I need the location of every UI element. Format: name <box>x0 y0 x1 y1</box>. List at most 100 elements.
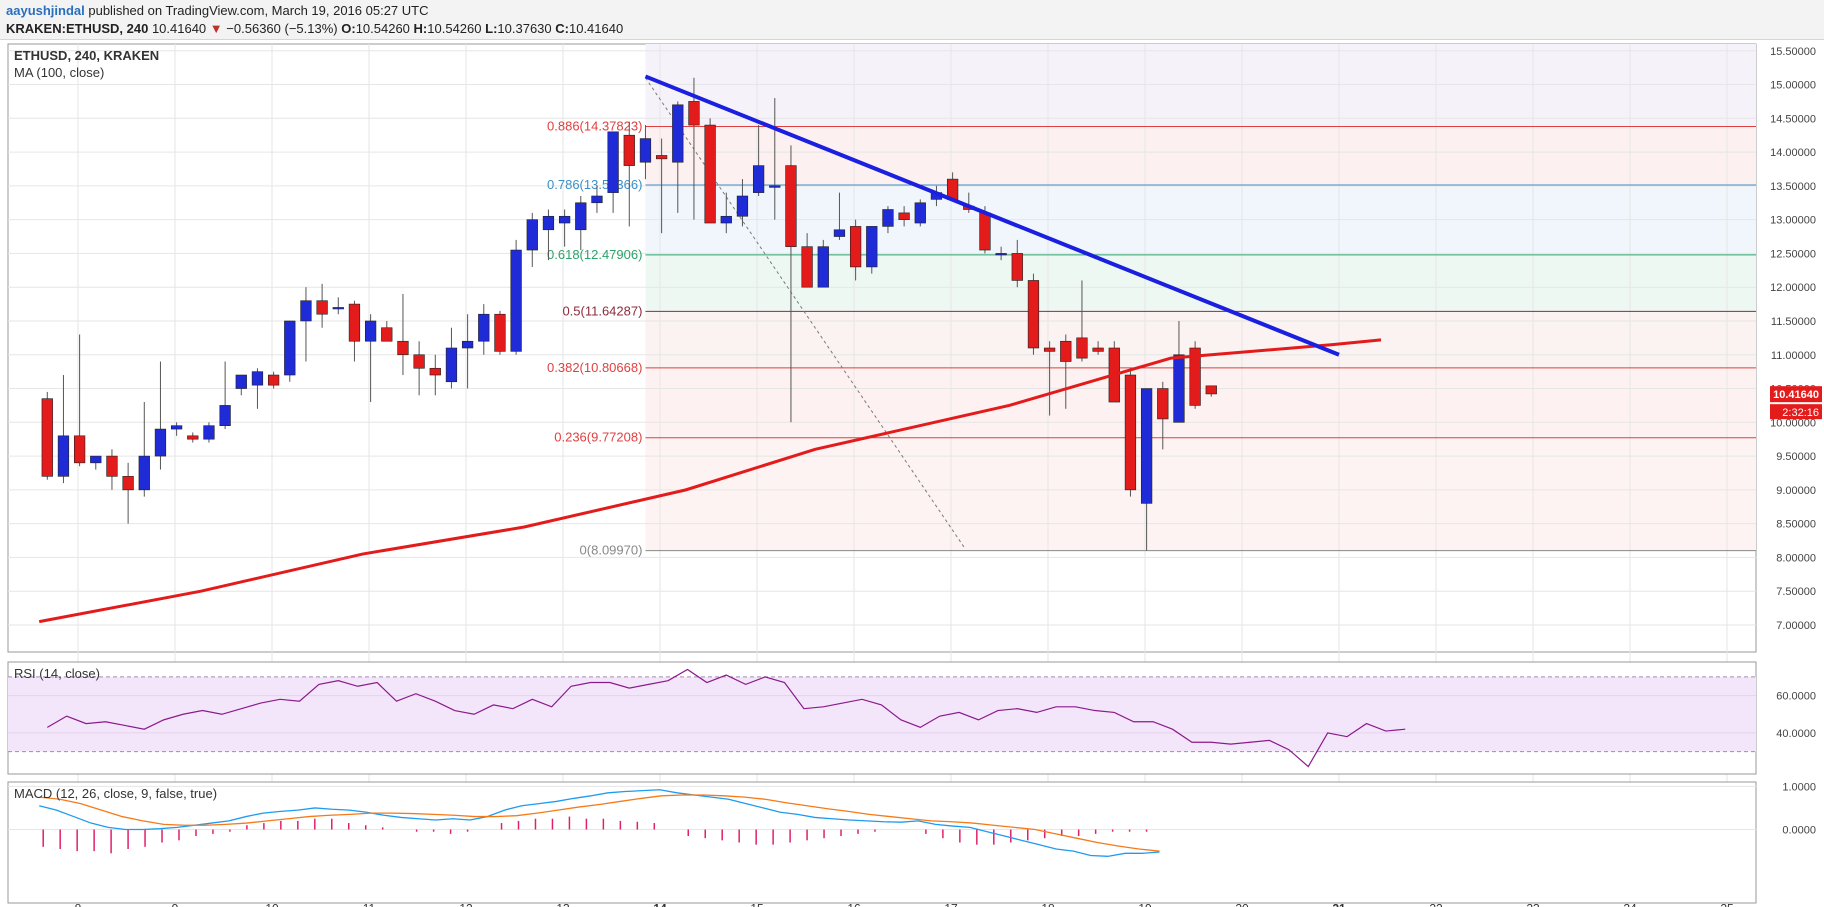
candle-body <box>704 124 716 224</box>
candle-body <box>219 405 231 426</box>
candle-body <box>381 327 393 342</box>
time-axis-label: 15 <box>750 901 764 907</box>
candle-body <box>170 425 183 430</box>
macd-title: MACD (12, 26, close, 9, false, true) <box>14 786 217 801</box>
fib-baseline-dashed <box>645 77 966 550</box>
candle-body <box>1043 347 1056 352</box>
time-axis-label: 8 <box>75 901 82 907</box>
time-axis-label: 14 <box>653 901 667 907</box>
candle-body <box>558 215 571 224</box>
candle-body <box>494 313 506 352</box>
candle-body <box>510 249 522 352</box>
candle-body <box>526 219 538 251</box>
candle-body <box>1011 253 1023 281</box>
fib-level-label: 0.886(14.37823) <box>547 119 642 134</box>
change-arrow-icon: ▼ <box>209 21 223 36</box>
candle-body <box>73 435 86 464</box>
price-axis-label: 12.50000 <box>1770 248 1816 260</box>
candle-body <box>785 165 797 247</box>
price-axis-label: 12.00000 <box>1770 282 1816 294</box>
ma-100-line <box>38 338 1382 624</box>
candle-body <box>995 253 1007 256</box>
candle-body <box>542 215 555 231</box>
price-axis-label: 7.50000 <box>1776 586 1816 598</box>
author-link[interactable]: aayushjindal <box>6 3 85 18</box>
price-axis-label: 7.00000 <box>1776 620 1816 632</box>
time-axis-label: 17 <box>944 901 958 907</box>
fib-level-label: 0.236(9.77208) <box>554 430 642 445</box>
low-value: 10.37630 <box>497 21 552 36</box>
candle-body <box>251 371 264 386</box>
candle-body <box>1027 280 1040 349</box>
price-axis-label: 13.00000 <box>1770 215 1816 227</box>
rsi-title: RSI (14, close) <box>14 666 100 681</box>
price-axis-label: 11.50000 <box>1771 316 1816 328</box>
candle-body <box>752 165 765 193</box>
open-label: O: <box>341 21 356 36</box>
candle-body <box>413 354 425 369</box>
symbol-label: KRAKEN:ETHUSD, 240 <box>6 21 149 36</box>
candle-body <box>90 455 102 464</box>
candle-body <box>866 226 878 268</box>
candle-body <box>655 155 668 160</box>
candle-body <box>817 246 829 288</box>
price-axis-label: 9.50000 <box>1776 451 1816 463</box>
time-axis-label: 16 <box>847 901 861 907</box>
quote-line: KRAKEN:ETHUSD, 240 10.41640 ▼ −0.56360 (… <box>6 21 623 36</box>
candle-body <box>41 398 53 477</box>
time-axis-label: 23 <box>1526 901 1540 907</box>
candle-body <box>397 340 409 356</box>
candle-body <box>720 215 732 224</box>
candle-body <box>882 209 894 227</box>
candle-body <box>1205 385 1217 395</box>
chart-canvas[interactable]: 0.886(14.37823) 0.786(13.51366) 0.618(12.4… <box>0 40 1824 907</box>
time-axis-label: 12 <box>459 901 473 907</box>
time-axis-label: 10 <box>265 901 279 907</box>
candle-body <box>316 300 328 315</box>
rsi-band <box>8 676 1756 752</box>
candle-body <box>849 226 862 268</box>
candle-body <box>187 435 199 440</box>
price-axis-label: 13.50000 <box>1770 181 1816 193</box>
candle-body <box>639 138 652 163</box>
rsi-line <box>46 668 1406 768</box>
macd-panel-frame <box>7 781 1757 904</box>
price-axis-label: 8.50000 <box>1776 519 1816 531</box>
candle-body <box>607 131 619 193</box>
candle-body <box>364 320 377 342</box>
candle-body <box>138 455 150 491</box>
candle-body <box>688 101 700 126</box>
candle-body <box>769 185 781 188</box>
time-axis-label: 9 <box>172 901 179 907</box>
fib-level-label: 0.786(13.51366) <box>547 177 642 192</box>
close-label: C: <box>555 21 569 36</box>
candle-body <box>914 202 926 224</box>
last-price: 10.41640 <box>151 21 207 36</box>
ma-indicator-label: MA (100, close) <box>14 65 104 80</box>
fib-level-label: 0.5(11.64287) <box>562 303 642 318</box>
macd-axis-label: 1.0000 <box>1782 781 1816 793</box>
time-axis-label: 22 <box>1429 901 1443 907</box>
candle-body <box>736 195 749 217</box>
candle-body <box>801 246 813 288</box>
candle-body <box>1140 388 1153 504</box>
candle-body <box>284 320 296 376</box>
price-axis-label: 10.00000 <box>1770 417 1816 429</box>
candle-body <box>300 300 312 322</box>
candle-body <box>57 435 70 477</box>
price-axis-label: 11.00000 <box>1771 350 1816 362</box>
candle-body <box>623 134 635 166</box>
last-price-tag-text: 10.41640 <box>1773 389 1819 401</box>
candle-body <box>122 476 134 491</box>
fib-band <box>645 44 1757 127</box>
candle-body <box>106 455 118 477</box>
time-axis-label: 24 <box>1623 901 1637 907</box>
countdown-tag-text: 2:32:16 <box>1782 407 1819 419</box>
candle-body <box>1060 340 1072 362</box>
publication-line: aayushjindal published on TradingView.co… <box>6 3 429 18</box>
candle-body <box>1076 337 1088 359</box>
time-axis-label: 11 <box>363 901 376 907</box>
candle-body <box>348 303 361 342</box>
high-value: 10.54260 <box>427 21 482 36</box>
publication-header: aayushjindal published on TradingView.co… <box>0 0 1824 40</box>
